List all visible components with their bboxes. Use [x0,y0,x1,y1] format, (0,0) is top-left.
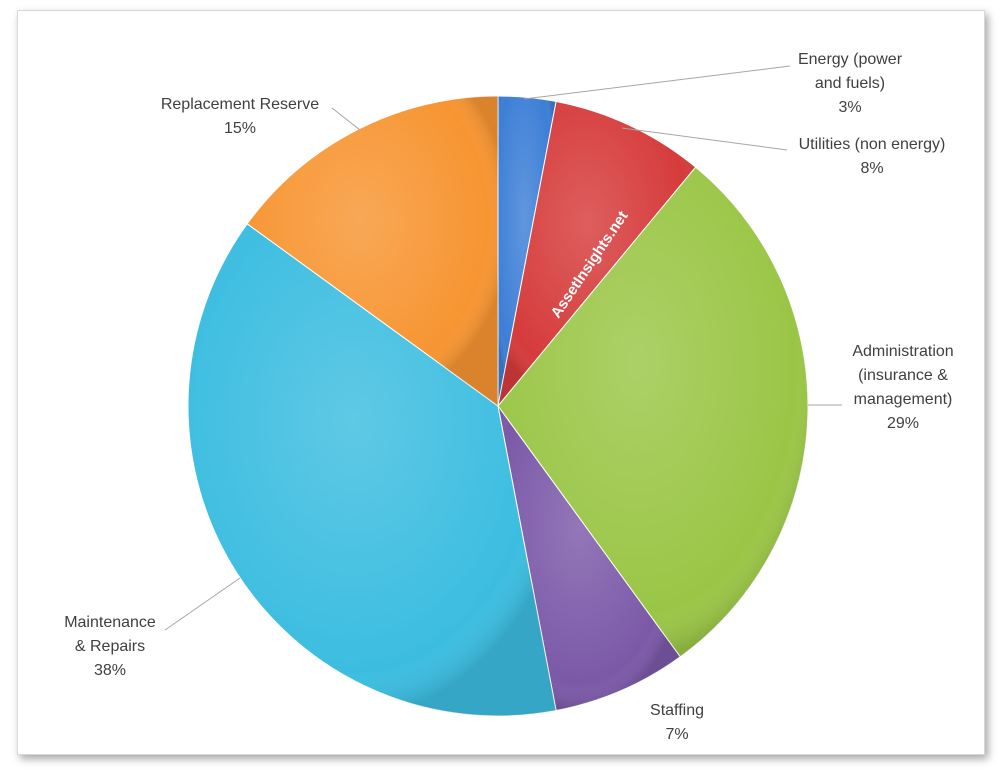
leader-line [621,127,788,151]
slice-value-label: 8% [860,160,884,177]
leader-line [331,107,361,131]
slice-value-label: 7% [665,726,689,743]
slice-label: Administration (insurance & management) [852,343,954,408]
leader-line [164,577,241,631]
slice-label: Utilities (non energy) [798,136,946,153]
slice-value-label: 3% [838,99,862,116]
slice-label: Staffing [650,702,704,719]
leader-line [523,65,791,100]
slice-label: Energy (power and fuels) [797,51,903,92]
slice-value-label: 29% [886,415,920,432]
slice-value-label: 38% [93,662,127,679]
slice-label: Replacement Reserve [160,96,320,113]
slice-value-label: 15% [223,120,257,137]
slice-label: Maintenance & Repairs [64,614,156,655]
